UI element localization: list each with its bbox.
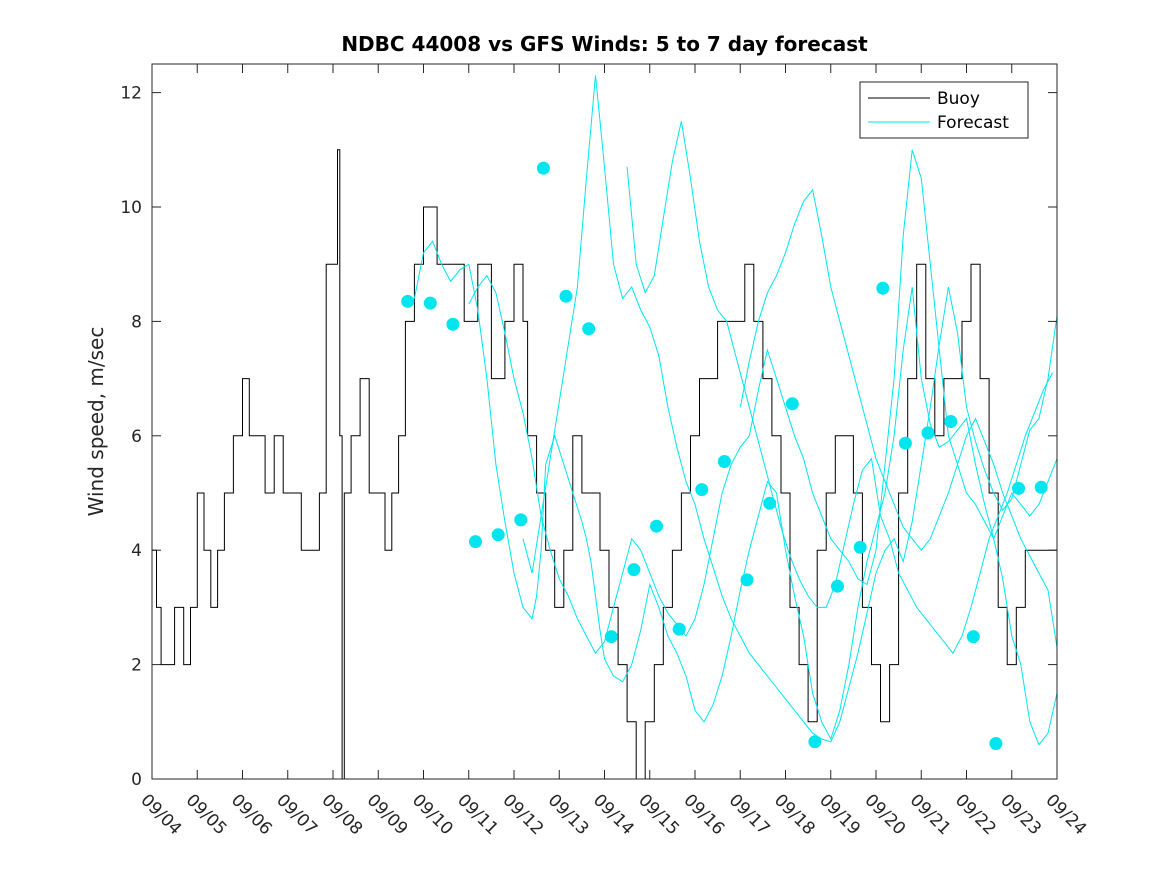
y-tick-label: 12 xyxy=(120,84,142,104)
forecast-marker xyxy=(469,535,482,549)
forecast-marker xyxy=(627,563,641,577)
forecast-marker xyxy=(491,528,505,542)
forecast-marker xyxy=(1034,480,1048,494)
forecast-marker xyxy=(876,281,890,295)
forecast-marker xyxy=(559,289,573,303)
forecast-marker xyxy=(898,436,912,450)
chart-title: NDBC 44008 vs GFS Winds: 5 to 7 day fore… xyxy=(341,32,868,56)
y-tick-label: 2 xyxy=(131,656,142,676)
forecast-marker xyxy=(966,630,980,644)
legend-box xyxy=(859,81,1029,139)
forecast-line-1 xyxy=(405,240,1058,746)
forecast-line-3 xyxy=(522,75,1058,743)
forecast-marker xyxy=(989,737,1003,750)
forecast-marker xyxy=(740,573,754,587)
y-axis-label: Wind speed, m/sec xyxy=(84,327,108,517)
y-tick-label: 10 xyxy=(120,198,142,218)
legend-forecast-label: Forecast xyxy=(937,113,1009,133)
forecast-marker xyxy=(921,426,935,440)
y-tick-label: 8 xyxy=(131,312,142,332)
legend-buoy-label: Buoy xyxy=(937,89,980,109)
y-tick-label: 4 xyxy=(131,541,142,561)
forecast-marker xyxy=(672,622,686,636)
forecast-line-4 xyxy=(626,121,1053,655)
forecast-marker xyxy=(695,483,709,497)
forecast-marker xyxy=(785,397,799,411)
forecast-marker xyxy=(536,161,550,175)
forecast-marker xyxy=(604,630,618,644)
forecast-marker xyxy=(514,513,528,527)
forecast-marker xyxy=(446,317,460,331)
forecast-line-2 xyxy=(468,149,1058,655)
y-axis-ticks: 0 2 4 6 8 10 12 xyxy=(120,84,1057,790)
forecast-line-5 xyxy=(739,188,1058,648)
forecast-marker xyxy=(853,540,867,554)
forecast-marker xyxy=(650,519,663,533)
forecast-marker xyxy=(717,455,731,468)
forecast-marker xyxy=(763,496,777,510)
forecast-marker xyxy=(1012,481,1025,495)
forecast-marker xyxy=(808,735,822,749)
legend: Buoy Forecast xyxy=(859,81,1029,139)
forecast-marker xyxy=(582,322,596,336)
y-tick-label: 6 xyxy=(131,427,142,447)
forecast-marker xyxy=(401,294,415,308)
forecast-markers xyxy=(401,161,1048,750)
forecast-marker xyxy=(831,579,844,593)
forecast-marker xyxy=(944,415,958,428)
forecast-marker xyxy=(423,296,437,310)
forecast-series xyxy=(405,75,1058,746)
y-tick-label: 0 xyxy=(131,770,142,790)
